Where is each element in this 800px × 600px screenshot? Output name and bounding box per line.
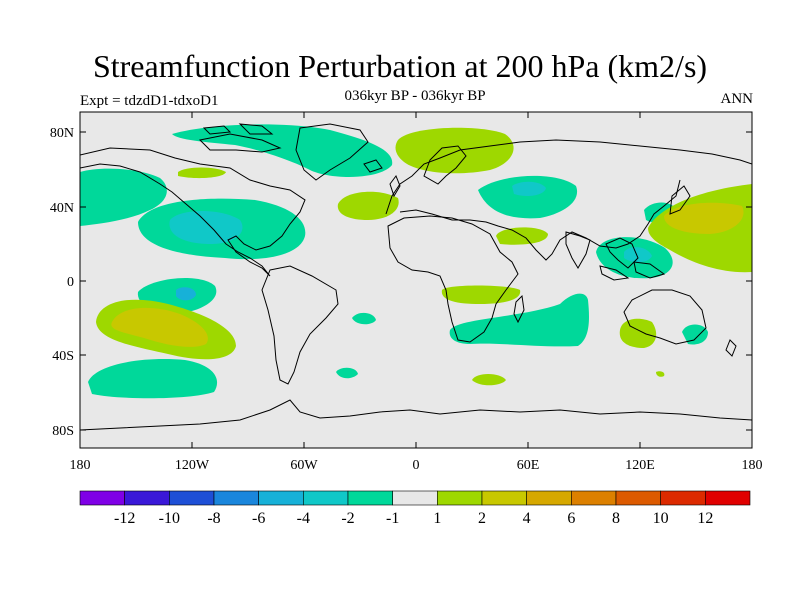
colorbar-swatch <box>615 490 661 506</box>
coast-southeast-asia <box>599 237 666 281</box>
colorbar-swatch <box>437 490 483 506</box>
y-tick-label: 40N <box>50 201 74 216</box>
colorbar-label: 10 <box>653 510 669 527</box>
coast-uk <box>389 174 401 198</box>
colorbar-label: 8 <box>612 510 620 527</box>
negative-core-south-pacific <box>176 287 196 301</box>
colorbar-swatch <box>481 490 527 506</box>
coast-iceland <box>363 159 383 173</box>
colorbar-label: -1 <box>386 510 399 527</box>
coastlines <box>80 123 752 431</box>
coast-india <box>565 231 591 269</box>
x-tick-label: 180 <box>70 458 91 473</box>
positive-core-south-pacific <box>111 307 208 347</box>
coast-japan <box>669 185 691 215</box>
negative-anomaly-south-atlantic-2 <box>336 367 358 379</box>
coast-greenland <box>295 123 369 181</box>
coast-australia <box>623 289 707 345</box>
positive-anomaly-africa <box>441 285 521 304</box>
x-tick-label: 180 <box>742 458 763 473</box>
coast-south-america <box>261 265 339 385</box>
negative-anomaly-north-pacific <box>80 168 167 226</box>
negative-anomaly-australia <box>682 324 708 345</box>
colorbar-swatch <box>124 490 170 506</box>
colorbar-swatch <box>169 490 215 506</box>
negative-anomaly-southern-pacific <box>88 359 218 399</box>
colorbar-label: -6 <box>252 510 265 527</box>
x-tick-label: 0 <box>413 458 420 473</box>
coast-europe-asia <box>385 139 752 261</box>
colorbar-swatch <box>258 490 304 506</box>
map-subtitle: 036kyr BP - 036kyr BP <box>344 88 486 104</box>
colorbar-swatch <box>392 490 438 506</box>
coast-madagascar <box>513 294 525 324</box>
colorbar-swatch <box>705 490 751 506</box>
coast-north-america <box>80 147 306 277</box>
colorbar-label: 4 <box>523 510 531 527</box>
y-tick-label: 0 <box>67 275 74 290</box>
colorbar-swatch <box>79 490 125 506</box>
y-tick-label: 80S <box>52 424 74 439</box>
colorbar-swatch <box>526 490 572 506</box>
colorbar-label: 6 <box>567 510 575 527</box>
negative-anomaly-south-atlantic <box>352 312 376 325</box>
colorbar-swatch <box>303 490 349 506</box>
coast-new-zealand <box>725 339 737 357</box>
positive-anomaly-south-atlantic <box>472 374 506 386</box>
colorbar-label: -4 <box>297 510 310 527</box>
x-axis: 180 120W 60W 0 60E 120E 180 <box>70 112 763 473</box>
colorbar-label: -12 <box>114 510 135 527</box>
negative-anomaly-central-asia <box>478 175 578 219</box>
x-tick-label: 60W <box>290 458 318 473</box>
coast-scandinavia <box>423 145 467 185</box>
x-tick-label: 120E <box>625 458 655 473</box>
positive-anomaly-australia <box>619 318 657 348</box>
x-tick-label: 60E <box>517 458 540 473</box>
positive-anomaly-north-atlantic <box>337 191 399 220</box>
colorbar-swatch <box>660 490 706 506</box>
colorbar-label: -8 <box>207 510 220 527</box>
colorbar-label: 1 <box>433 510 441 527</box>
anomaly-field <box>80 124 752 399</box>
coast-africa <box>387 215 519 343</box>
colorbar-label: 12 <box>697 510 713 527</box>
coast-antarctica <box>80 399 752 431</box>
colorbar-label: -10 <box>159 510 180 527</box>
positive-anomaly-greenland <box>178 167 226 179</box>
colorbar-swatch <box>213 490 259 506</box>
colorbar: -12 -10 -8 -6 -4 -2 -1 1 2 4 6 8 10 12 <box>79 490 751 527</box>
positive-anomaly-scandinavia <box>395 127 514 174</box>
experiment-label: Expt = tdzdD1-tdxoD1 <box>80 93 219 109</box>
colorbar-swatch <box>347 490 393 506</box>
negative-anomaly-arctic-canada <box>172 124 393 177</box>
map-title: Streamfunction Perturbation at 200 hPa (… <box>92 48 708 84</box>
colorbar-label: -2 <box>341 510 354 527</box>
x-tick-label: 120W <box>175 458 210 473</box>
colorbar-label: 2 <box>478 510 486 527</box>
colorbar-swatch <box>571 490 617 506</box>
y-axis: 80N 40N 0 40S 80S <box>50 126 752 439</box>
positive-anomaly-north-pacific-small <box>656 371 665 377</box>
positive-core-west-pacific <box>664 202 744 234</box>
negative-core-central-asia <box>512 181 546 196</box>
y-tick-label: 40S <box>52 349 74 364</box>
negative-core-north-america <box>169 211 243 244</box>
negative-core-indonesia <box>624 247 652 263</box>
coast-canadian-archipelago <box>198 123 282 153</box>
season-label: ANN <box>720 91 754 107</box>
y-tick-label: 80N <box>50 126 74 141</box>
